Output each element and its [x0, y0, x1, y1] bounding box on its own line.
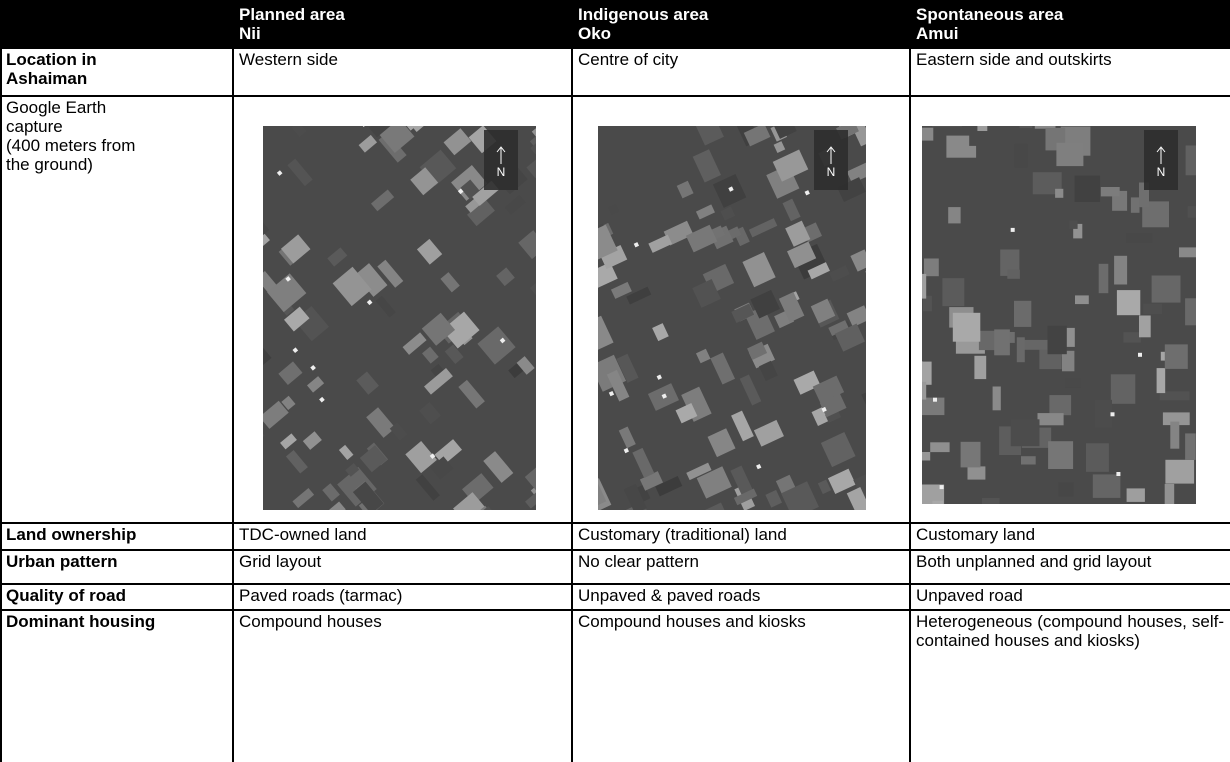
row-label: capture: [0, 116, 233, 136]
row-border: [0, 609, 1230, 611]
cell-text: Unpaved & paved roads: [572, 585, 910, 605]
cell-text: Customary land: [910, 524, 1230, 544]
row-label: (400 meters from: [0, 135, 233, 155]
aerial-image: N: [598, 126, 866, 510]
cell-text: Grid layout: [233, 551, 572, 571]
column-title: Planned area: [233, 4, 572, 24]
north-label: N: [827, 165, 836, 179]
row-border: [0, 583, 1230, 585]
cell-text: Both unplanned and grid layout: [910, 551, 1230, 571]
row-label: Location in: [0, 49, 233, 69]
cell-text: Compound houses: [233, 611, 572, 631]
cell-text: Customary (traditional) land: [572, 524, 910, 544]
cell-text: Compound houses and kiosks: [572, 611, 910, 631]
row-label: Ashaiman: [0, 68, 233, 88]
aerial-image: N: [922, 126, 1196, 504]
row-label: Quality of road: [0, 585, 233, 605]
column-border: [571, 0, 573, 762]
north-label: N: [497, 165, 506, 179]
cell-text: Western side: [233, 49, 572, 69]
column-title: Indigenous area: [572, 4, 910, 24]
row-border: [0, 549, 1230, 551]
column-border: [909, 0, 911, 762]
row-border: [0, 95, 1230, 97]
north-label: N: [1157, 165, 1166, 179]
cell-text: Eastern side and outskirts: [910, 49, 1230, 69]
row-label: Google Earth: [0, 97, 233, 117]
row-border: [0, 47, 1230, 49]
row-label: the ground): [0, 154, 233, 174]
cell-text: No clear pattern: [572, 551, 910, 571]
column-title: Spontaneous area: [910, 4, 1230, 24]
cell-text: Heterogeneous (compound houses, self-con…: [910, 611, 1230, 650]
row-border: [0, 522, 1230, 524]
row-label: Dominant housing: [0, 611, 233, 631]
column-name: Oko: [572, 23, 910, 43]
page: Planned areaNiiIndigenous areaOkoSpontan…: [0, 0, 1230, 762]
aerial-image: N: [263, 126, 536, 510]
column-border: [0, 0, 2, 762]
cell-text: Unpaved road: [910, 585, 1230, 605]
row-label: Urban pattern: [0, 551, 233, 571]
cell-text: TDC-owned land: [233, 524, 572, 544]
column-border: [232, 0, 234, 762]
column-name: Amui: [910, 23, 1230, 43]
cell-text: Paved roads (tarmac): [233, 585, 572, 605]
row-label: Land ownership: [0, 524, 233, 544]
cell-text: Centre of city: [572, 49, 910, 69]
column-name: Nii: [233, 23, 572, 43]
